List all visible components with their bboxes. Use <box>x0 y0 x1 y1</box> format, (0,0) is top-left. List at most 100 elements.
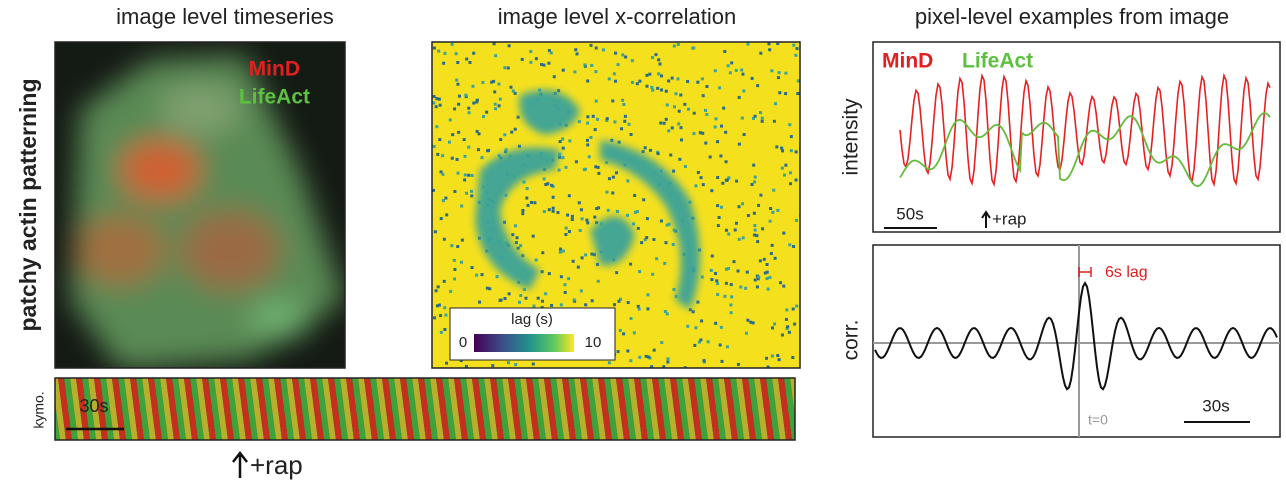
speck <box>507 66 510 69</box>
speck <box>559 140 562 143</box>
speck <box>746 319 749 322</box>
speck <box>660 341 663 344</box>
speck <box>629 359 632 362</box>
speck <box>721 360 724 363</box>
speck <box>481 273 484 276</box>
speck <box>773 322 776 325</box>
speck <box>464 94 467 97</box>
speck <box>645 74 648 77</box>
speck <box>449 290 452 293</box>
speck <box>693 112 696 115</box>
speck <box>550 184 553 187</box>
speck <box>591 299 594 302</box>
figure: image level timeseries patchy actin patt… <box>0 0 1286 488</box>
speck <box>443 328 446 331</box>
speck <box>436 153 439 156</box>
speck <box>614 52 617 55</box>
speck <box>767 288 770 291</box>
speck <box>481 156 484 159</box>
speck <box>719 343 722 346</box>
speck <box>795 150 798 153</box>
speck <box>450 244 453 247</box>
speck <box>456 245 459 248</box>
speck <box>624 115 627 118</box>
speck <box>481 81 484 84</box>
speck <box>646 293 649 296</box>
speck <box>725 229 728 232</box>
speck <box>697 171 700 174</box>
speck <box>752 164 755 167</box>
speck <box>590 64 593 67</box>
speck <box>465 192 468 195</box>
speck <box>613 303 616 306</box>
speck <box>543 177 546 180</box>
speck <box>457 131 460 134</box>
speck <box>607 209 610 212</box>
speck <box>560 303 563 306</box>
speck <box>590 44 593 47</box>
speck <box>714 272 717 275</box>
speck <box>694 184 697 187</box>
speck <box>621 99 624 102</box>
speck <box>794 54 797 57</box>
speck <box>471 266 474 269</box>
speck <box>461 239 464 242</box>
speck <box>790 135 793 138</box>
speck <box>498 104 501 107</box>
speck <box>468 111 471 114</box>
speck <box>667 79 670 82</box>
speck <box>616 210 619 213</box>
speck <box>586 221 589 224</box>
speck <box>789 171 792 174</box>
speck <box>622 103 625 106</box>
speck <box>769 207 772 210</box>
speck <box>492 80 495 83</box>
speck <box>651 56 654 59</box>
speck <box>597 172 600 175</box>
speck <box>756 240 759 243</box>
speck <box>547 62 550 65</box>
speck <box>584 303 587 306</box>
lag-label: 6s lag <box>1105 264 1148 281</box>
speck <box>439 104 442 107</box>
speck <box>651 273 654 276</box>
speck <box>756 285 759 288</box>
speck <box>578 201 581 204</box>
speck <box>617 63 620 66</box>
speck <box>720 326 723 329</box>
speck <box>765 357 768 360</box>
speck <box>559 251 562 254</box>
speck <box>457 103 460 106</box>
speck <box>435 289 438 292</box>
panel-title: image level x-correlation <box>498 4 736 29</box>
speck <box>595 47 598 50</box>
speck <box>701 276 704 279</box>
legend-mind: MinD <box>882 50 933 73</box>
speck <box>618 141 621 144</box>
speck <box>541 251 544 254</box>
speck <box>771 326 774 329</box>
speck <box>716 204 719 207</box>
speck <box>510 131 513 134</box>
speck <box>522 180 525 183</box>
speck <box>754 176 757 179</box>
speck <box>672 170 675 173</box>
speck <box>733 260 736 263</box>
speck <box>657 58 660 61</box>
speck <box>648 73 651 76</box>
speck <box>521 209 524 212</box>
speck <box>796 47 799 50</box>
speck <box>665 241 668 244</box>
speck <box>714 125 717 128</box>
speck <box>521 212 524 215</box>
speck <box>471 85 474 88</box>
speck <box>524 297 527 300</box>
speck <box>627 301 630 304</box>
speck <box>514 363 517 366</box>
speck <box>724 131 727 134</box>
speck <box>526 204 529 207</box>
speck <box>778 91 781 94</box>
speck <box>790 149 793 152</box>
speck <box>660 220 663 223</box>
speck <box>615 271 618 274</box>
